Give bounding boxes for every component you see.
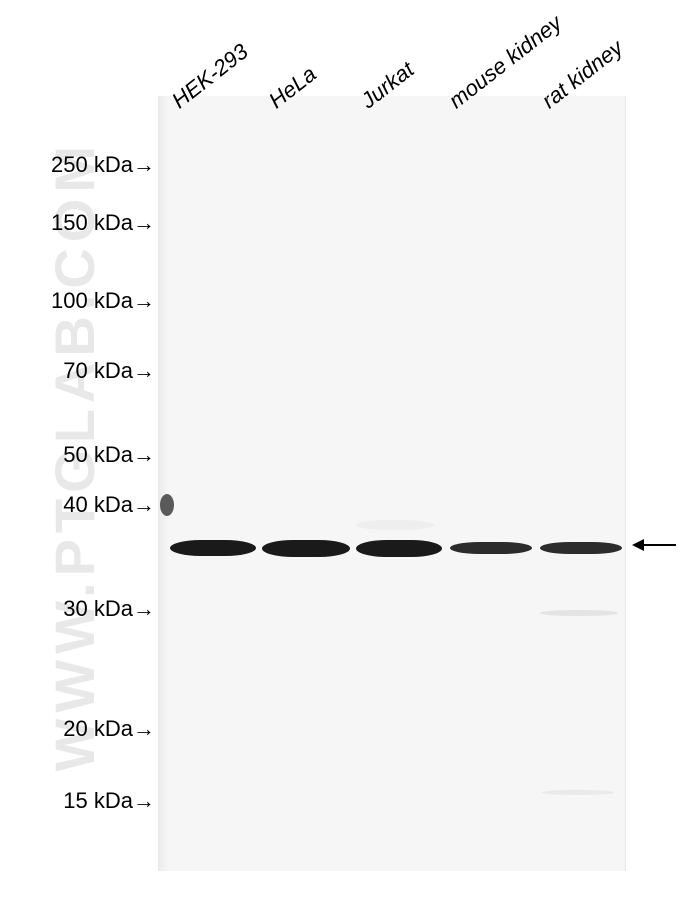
mw-marker-label: 20 kDa→ xyxy=(63,716,155,742)
protein-band xyxy=(540,542,622,554)
protein-band xyxy=(262,540,350,557)
arrow-line xyxy=(642,544,676,546)
faint-band xyxy=(540,610,618,616)
mw-marker-label: 100 kDa→ xyxy=(51,288,155,314)
protein-band xyxy=(450,542,532,554)
western-blot-figure: WWW.PTGLAB.COM 250 kDa→150 kDa→100 kDa→7… xyxy=(0,0,700,903)
mw-marker-label: 50 kDa→ xyxy=(63,442,155,468)
protein-band xyxy=(170,540,256,556)
faint-band xyxy=(356,520,434,530)
blot-left-shadow xyxy=(159,96,169,871)
mw-marker-label: 70 kDa→ xyxy=(63,358,155,384)
faint-band xyxy=(542,790,614,795)
artifact-smudge xyxy=(160,494,174,516)
protein-band xyxy=(356,540,442,557)
mw-marker-label: 150 kDa→ xyxy=(51,210,155,236)
mw-marker-label: 250 kDa→ xyxy=(51,152,155,178)
mw-marker-label: 40 kDa→ xyxy=(63,492,155,518)
mw-marker-label: 15 kDa→ xyxy=(63,788,155,814)
mw-marker-label: 30 kDa→ xyxy=(63,596,155,622)
blot-membrane xyxy=(158,96,626,871)
